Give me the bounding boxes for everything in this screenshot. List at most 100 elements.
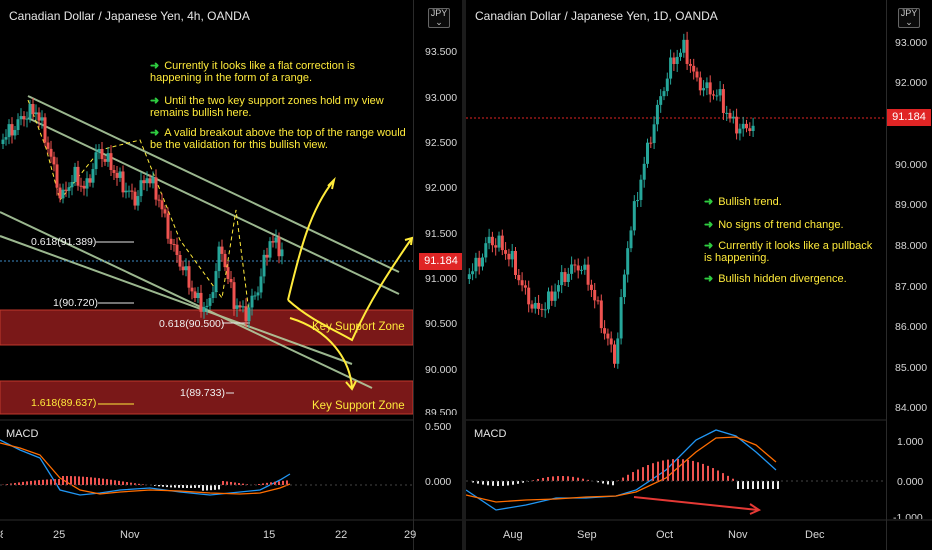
candle-body bbox=[19, 116, 23, 120]
candles-4h bbox=[1, 98, 284, 329]
macd-histogram-bar bbox=[230, 481, 232, 485]
price-tick: 92.500 bbox=[425, 137, 458, 149]
chart-panel-1d[interactable]: Canadian Dollar / Japanese Yen, 1D, OAND… bbox=[466, 0, 932, 550]
candle-body bbox=[675, 56, 679, 64]
green-arrow-icon: ➜ bbox=[150, 127, 160, 139]
candle-body bbox=[172, 243, 176, 245]
price-tick: 93.500 bbox=[425, 46, 458, 58]
macd-histogram-bar bbox=[166, 485, 168, 488]
macd-histogram-bar bbox=[642, 467, 644, 481]
candle-body bbox=[698, 77, 702, 91]
candle-body bbox=[208, 298, 212, 306]
candle-body bbox=[130, 190, 134, 192]
macd-1d bbox=[466, 429, 779, 511]
macd-histogram-bar bbox=[632, 472, 634, 481]
macd-histogram-bar bbox=[692, 460, 694, 481]
candle-body bbox=[253, 295, 257, 297]
chart-panel-4h[interactable]: Canadian Dollar / Japanese Yen, 4h, OAND… bbox=[0, 0, 462, 550]
candle-body bbox=[609, 338, 613, 345]
macd-histogram-bar bbox=[286, 480, 288, 485]
macd-histogram-bar bbox=[226, 481, 228, 485]
green-arrow-icon: ➜ bbox=[150, 95, 160, 107]
candle-body bbox=[649, 142, 653, 144]
macd-histogram-bar bbox=[102, 478, 104, 485]
macd-histogram-bar bbox=[567, 476, 569, 481]
candle-body bbox=[22, 116, 26, 120]
indicator-title: MACD bbox=[474, 428, 507, 440]
candle-body bbox=[556, 285, 560, 292]
candle-body bbox=[487, 236, 491, 244]
fib-label: 1.618(89.637) bbox=[31, 397, 97, 409]
macd-histogram-bar bbox=[66, 476, 68, 485]
candle-body bbox=[139, 180, 143, 197]
candle-body bbox=[484, 243, 488, 258]
candle-body bbox=[61, 189, 65, 199]
candle-body bbox=[550, 291, 554, 301]
fib-label: 1(89.733) bbox=[180, 387, 225, 399]
candle-body bbox=[494, 245, 498, 248]
time-tick: 25 bbox=[53, 529, 66, 541]
candle-body bbox=[205, 305, 209, 307]
macd-histogram-bar bbox=[652, 463, 654, 481]
macd-histogram-bar bbox=[130, 482, 132, 485]
candle-body bbox=[636, 199, 640, 202]
price-chart-1d[interactable] bbox=[466, 0, 932, 550]
macd-histogram-bar bbox=[34, 480, 36, 485]
macd-histogram-bar bbox=[206, 485, 208, 491]
time-tick: 15 bbox=[263, 529, 276, 541]
candle-body bbox=[121, 171, 125, 193]
price-tick: 86.000 bbox=[895, 321, 928, 333]
candle-body bbox=[679, 52, 682, 57]
candle-body bbox=[692, 65, 696, 72]
candle-body bbox=[58, 187, 62, 199]
candle-body bbox=[474, 257, 478, 272]
candle-body bbox=[37, 112, 41, 121]
macd-histogram-bar bbox=[162, 485, 164, 487]
fib-label: 1(90.720) bbox=[53, 297, 98, 309]
macd-histogram-bar bbox=[662, 460, 664, 481]
candle-body bbox=[510, 250, 514, 260]
currency-badge[interactable]: JPY ⌄ bbox=[428, 8, 450, 28]
candle-body bbox=[25, 118, 29, 120]
annotation-note: ➜ A valid breakout above the top of the r… bbox=[150, 127, 406, 151]
candle-body bbox=[745, 123, 748, 129]
price-axis[interactable] bbox=[886, 0, 887, 550]
zone-label: Key Support Zone bbox=[312, 400, 405, 412]
candle-body bbox=[73, 166, 77, 182]
macd-4h bbox=[0, 439, 291, 496]
candle-body bbox=[708, 82, 712, 95]
annotation-note: ➜ No signs of trend change. bbox=[704, 219, 844, 231]
price-axis[interactable] bbox=[413, 0, 414, 550]
macd-histogram-bar bbox=[266, 482, 268, 485]
candle-body bbox=[672, 57, 676, 64]
macd-histogram-bar bbox=[94, 477, 96, 485]
macd-histogram-bar bbox=[507, 481, 509, 486]
candle-body bbox=[731, 116, 735, 119]
candle-body bbox=[85, 178, 89, 189]
candle-body bbox=[481, 257, 484, 267]
macd-histogram-bar bbox=[194, 485, 196, 488]
candle-body bbox=[13, 130, 17, 136]
price-chart-4h[interactable] bbox=[0, 0, 462, 550]
macd-histogram-bar bbox=[512, 481, 514, 485]
candle-body bbox=[55, 164, 59, 188]
macd-histogram-bar bbox=[82, 476, 84, 485]
candle-body bbox=[471, 271, 475, 275]
macd-histogram-bar bbox=[110, 479, 112, 485]
candle-body bbox=[79, 185, 83, 187]
candle-body bbox=[241, 306, 245, 308]
candle-body bbox=[259, 276, 263, 293]
candle-body bbox=[88, 178, 92, 183]
currency-badge[interactable]: JPY ⌄ bbox=[898, 8, 920, 28]
macd-histogram-bar bbox=[677, 459, 679, 481]
price-tick: 93.000 bbox=[895, 37, 928, 49]
candle-body bbox=[109, 153, 113, 171]
candle-body bbox=[540, 308, 544, 310]
signal-line bbox=[466, 436, 777, 503]
panel-divider[interactable] bbox=[462, 0, 466, 550]
macd-histogram-bar bbox=[198, 485, 200, 488]
price-tick: 87.000 bbox=[895, 281, 928, 293]
candle-body bbox=[124, 190, 128, 193]
candle-body bbox=[154, 177, 158, 200]
candle-body bbox=[520, 280, 524, 286]
